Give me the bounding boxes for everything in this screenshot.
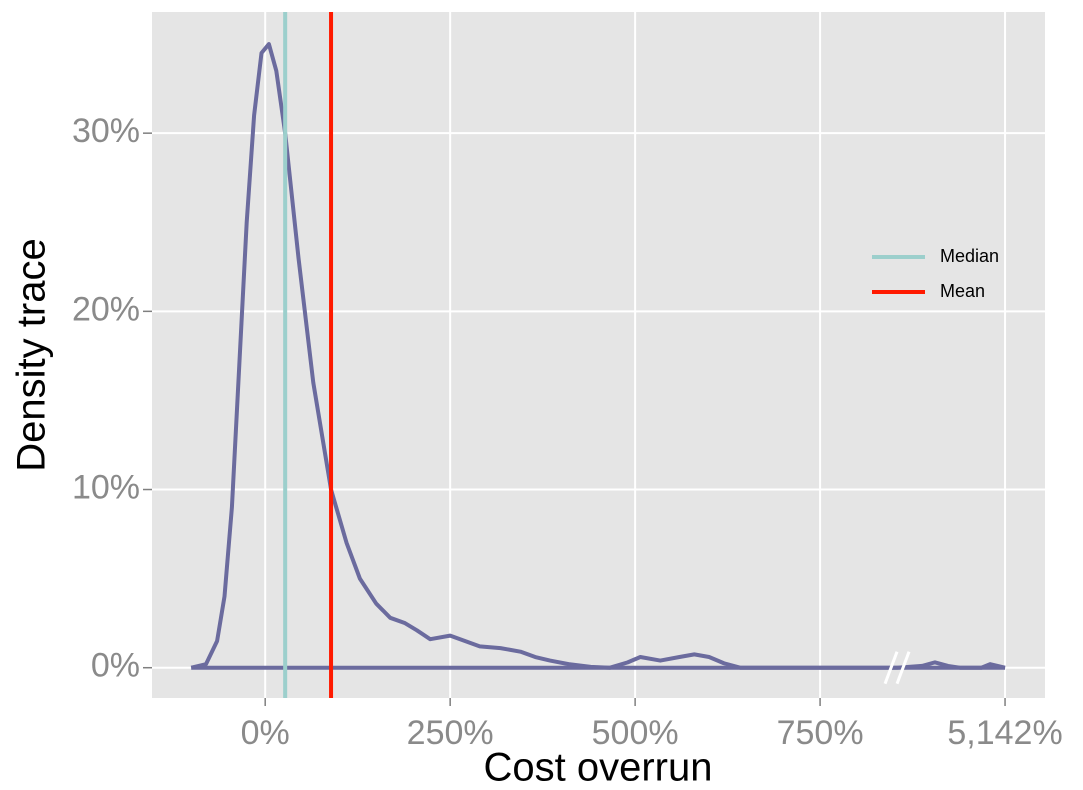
legend-label: Median [940, 246, 999, 266]
axis-break [895, 651, 911, 685]
plot-panel [152, 12, 1045, 698]
y-tick-label: 20% [72, 290, 140, 328]
y-tick-label: 30% [72, 112, 140, 150]
legend-label: Mean [940, 281, 985, 301]
x-tick-label: 0% [241, 714, 290, 752]
y-axis-title: Density trace [10, 238, 54, 471]
y-tick-label: 10% [72, 469, 140, 507]
x-tick-label: 250% [407, 714, 494, 752]
x-tick-label: 750% [777, 714, 864, 752]
axis-break [883, 651, 899, 685]
y-tick-label: 0% [91, 647, 140, 685]
x-tick-label: 5,142% [947, 714, 1062, 752]
x-tick-label: 500% [592, 714, 679, 752]
x-axis-title: Cost overrun [484, 746, 713, 790]
density-line [190, 42, 1006, 670]
